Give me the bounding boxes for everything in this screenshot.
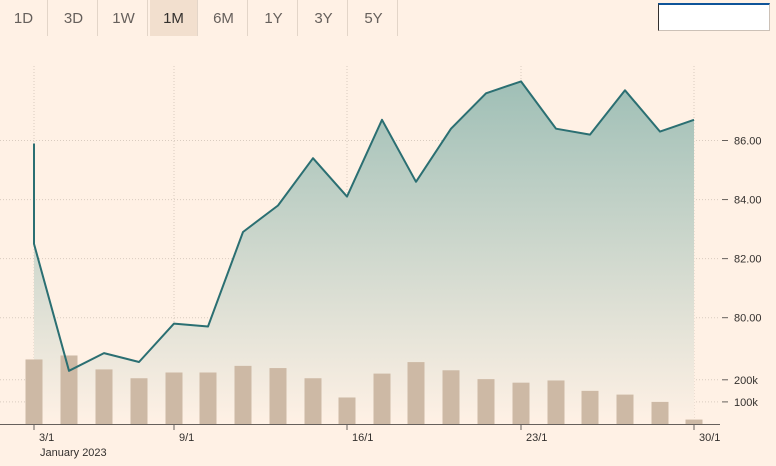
range-button-5y[interactable]: 5Y bbox=[350, 0, 398, 36]
volume-bar bbox=[477, 379, 495, 424]
volume-bar bbox=[130, 378, 148, 424]
search-input[interactable] bbox=[658, 3, 770, 31]
volume-tick-label: 200k bbox=[734, 375, 758, 387]
range-button-3y[interactable]: 3Y bbox=[300, 0, 348, 36]
volume-bar bbox=[234, 365, 252, 424]
y-tick-label: 82.00 bbox=[734, 254, 762, 266]
price-line bbox=[33, 80, 695, 372]
x-tick-label: 23/1 bbox=[526, 432, 547, 444]
volume-bar bbox=[60, 355, 78, 424]
volume-bar bbox=[373, 373, 391, 424]
volume-bar bbox=[165, 372, 183, 424]
x-tick-label: 30/1 bbox=[699, 432, 720, 444]
volume-bar bbox=[25, 359, 43, 424]
volume-bar bbox=[338, 397, 356, 424]
volume-bar bbox=[512, 382, 530, 424]
range-button-1w[interactable]: 1W bbox=[100, 0, 148, 36]
volume-bar bbox=[95, 369, 113, 424]
range-button-1d[interactable]: 1D bbox=[0, 0, 48, 36]
volume-bar bbox=[304, 378, 322, 424]
volume-tick-label: 100k bbox=[734, 397, 758, 409]
volume-bar bbox=[685, 419, 703, 424]
volume-bar bbox=[547, 380, 565, 424]
volume-bar bbox=[442, 370, 460, 424]
price-area bbox=[34, 81, 694, 425]
volume-bar bbox=[581, 390, 599, 424]
volume-bar bbox=[407, 362, 425, 424]
volume-bar bbox=[651, 401, 669, 424]
y-tick-label: 84.00 bbox=[734, 195, 762, 207]
y-tick-label: 80.00 bbox=[734, 313, 762, 325]
range-toolbar: 1D 3D 1W 1M 6M 1Y 3Y 5Y bbox=[0, 0, 400, 36]
range-button-1m[interactable]: 1M bbox=[150, 0, 198, 36]
x-tick-label: 9/1 bbox=[179, 432, 194, 444]
range-button-3d[interactable]: 3D bbox=[50, 0, 98, 36]
y-tick-label: 86.00 bbox=[734, 136, 762, 148]
x-axis-sublabel: January 2023 bbox=[40, 447, 107, 459]
volume-bar bbox=[616, 394, 634, 424]
range-button-6m[interactable]: 6M bbox=[200, 0, 248, 36]
volume-bar bbox=[199, 372, 217, 424]
volume-bar bbox=[269, 368, 287, 424]
x-tick-label: 3/1 bbox=[39, 432, 54, 444]
x-tick-label: 16/1 bbox=[352, 432, 373, 444]
range-button-1y[interactable]: 1Y bbox=[250, 0, 298, 36]
